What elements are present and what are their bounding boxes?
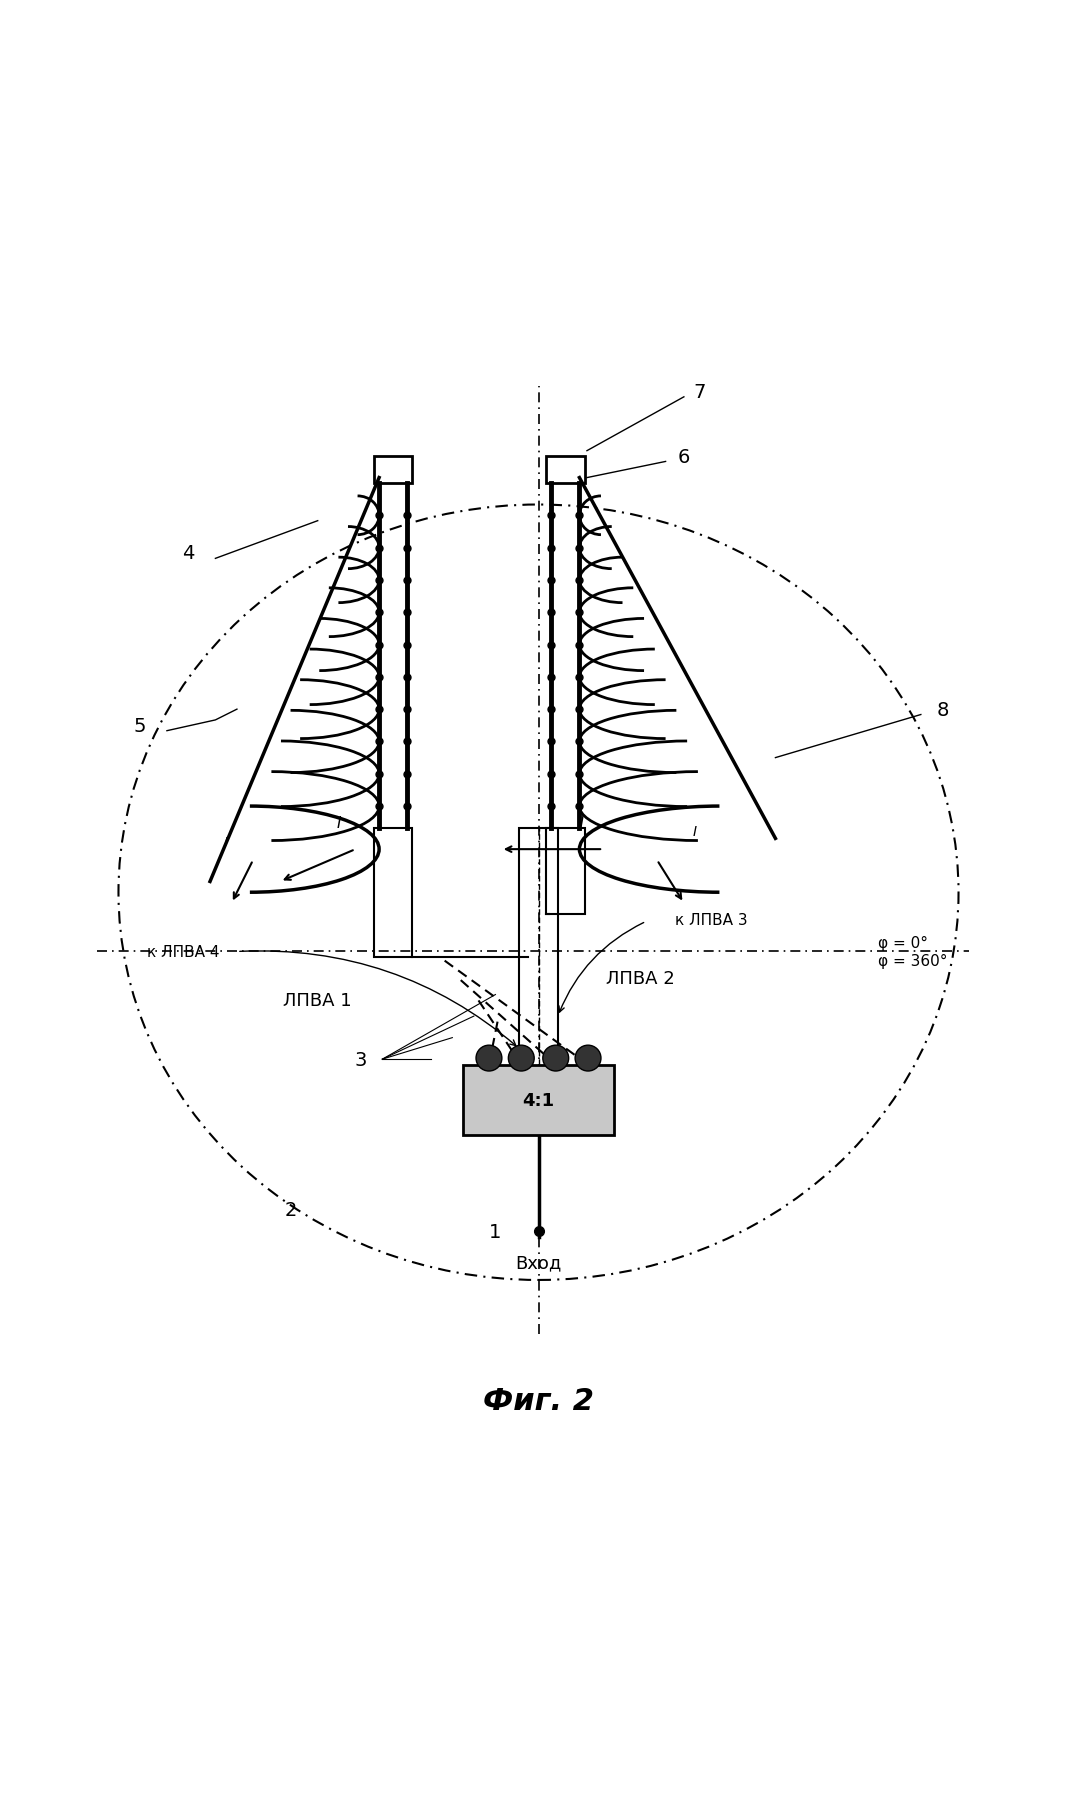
Text: 6: 6: [677, 448, 690, 466]
Text: ЛПВА 2: ЛПВА 2: [606, 970, 675, 988]
Bar: [374, 457, 412, 484]
Bar: [519, 828, 558, 1081]
Text: 4:1: 4:1: [522, 1091, 555, 1109]
Text: φ = 360°: φ = 360°: [878, 952, 948, 969]
Circle shape: [543, 1046, 569, 1072]
Text: 2: 2: [284, 1202, 297, 1220]
Text: 4: 4: [182, 544, 195, 564]
Circle shape: [476, 1046, 502, 1072]
Circle shape: [508, 1046, 534, 1072]
Text: I: I: [579, 813, 584, 828]
Text: φ = 0°: φ = 0°: [878, 936, 927, 950]
Text: Фиг. 2: Фиг. 2: [482, 1386, 595, 1415]
Text: к ЛПВА 3: к ЛПВА 3: [674, 913, 747, 927]
Text: ЛПВА 1: ЛПВА 1: [283, 992, 352, 1010]
Bar: [546, 457, 585, 484]
Text: 1: 1: [489, 1222, 502, 1241]
Text: I: I: [693, 826, 697, 838]
Text: 3: 3: [354, 1050, 367, 1070]
Text: I: I: [224, 835, 228, 849]
Text: I: I: [337, 815, 341, 829]
Bar: [463, 1064, 614, 1135]
Text: Вход: Вход: [515, 1254, 562, 1272]
Text: 8: 8: [936, 701, 949, 719]
Text: 7: 7: [694, 383, 707, 401]
Bar: [374, 828, 412, 958]
Bar: [546, 828, 585, 914]
Circle shape: [575, 1046, 601, 1072]
Text: к ЛПВА 4: к ЛПВА 4: [146, 945, 220, 960]
Text: 5: 5: [134, 716, 146, 735]
